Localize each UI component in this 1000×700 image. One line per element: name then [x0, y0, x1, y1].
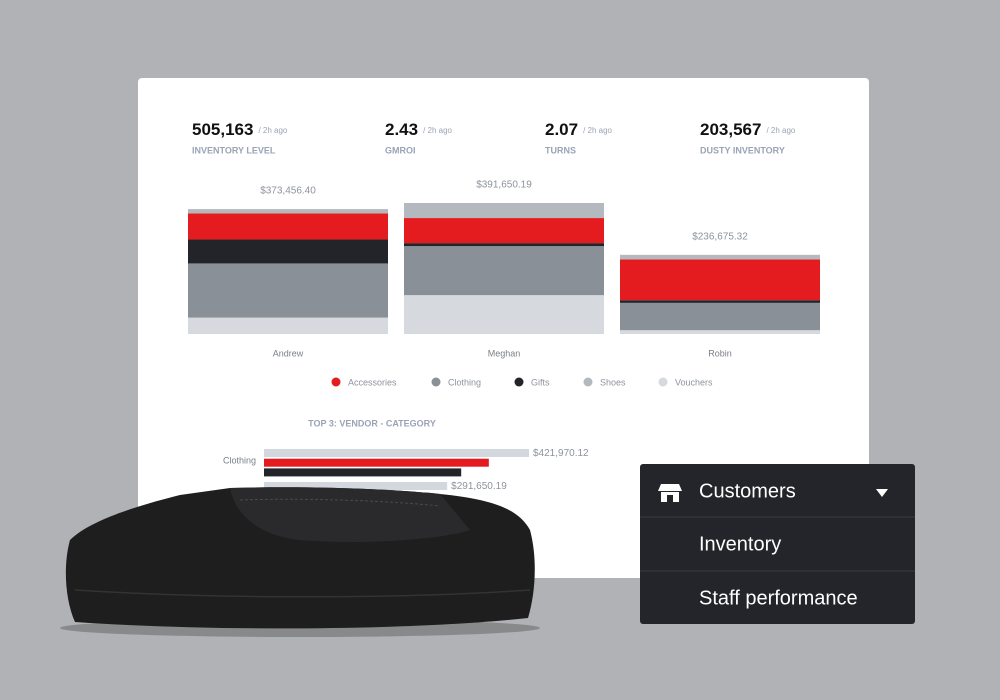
- menu-item[interactable]: Inventory: [699, 533, 781, 555]
- bar-segment: [188, 239, 388, 264]
- jeans-pocket: [230, 487, 470, 542]
- stitching: [239, 498, 441, 507]
- x-tick-label: Robin: [708, 348, 732, 358]
- bar-segment: [188, 317, 388, 334]
- bar-segment: [404, 295, 604, 334]
- kpi-sub: / 2h ago: [766, 126, 795, 135]
- bar-segment: [620, 254, 820, 260]
- kpi: 505,163 / 2h ago: [192, 120, 288, 139]
- kpi-value: 203,567: [700, 120, 761, 139]
- x-tick-label: Meghan: [488, 348, 521, 358]
- kpi-sub: / 2h ago: [258, 126, 287, 135]
- value-label: $421,970.12: [533, 448, 589, 459]
- menu-item[interactable]: Customers: [699, 480, 796, 502]
- kpi-label: DUSTY INVENTORY: [700, 145, 785, 155]
- total-label: $236,675.32: [692, 231, 748, 242]
- kpi: 203,567 / 2h ago: [700, 120, 796, 139]
- value-label: $291,650.19: [451, 481, 507, 492]
- bar-segment: [620, 259, 820, 301]
- chart-title: TOP 3: VENDOR - CATEGORY: [308, 418, 436, 428]
- menu-item[interactable]: Staff performance: [699, 587, 858, 609]
- kpi-value: 2.07: [545, 120, 578, 139]
- kpi-sub: / 2h ago: [423, 126, 452, 135]
- bar-segment: [188, 209, 388, 214]
- bar: [264, 482, 448, 490]
- kpi-label: GMROI: [385, 145, 416, 155]
- legend-swatch: [331, 377, 341, 387]
- dropdown-caret[interactable]: [876, 489, 888, 497]
- bar: [264, 449, 529, 457]
- kpi: 2.43 / 2h ago: [385, 120, 453, 139]
- legend-label: Gifts: [531, 377, 550, 387]
- legend-label: Accessories: [348, 377, 397, 387]
- legend-swatch: [658, 377, 668, 387]
- bar-segment: [620, 302, 820, 331]
- legend-label: Shoes: [600, 377, 626, 387]
- bar-segment: [188, 263, 388, 318]
- x-tick-label: Andrew: [273, 348, 304, 358]
- menu-panel: [640, 464, 915, 624]
- menu: Customers Inventory Staff performance: [640, 464, 915, 624]
- bar-segment: [620, 300, 820, 303]
- y-tick-label: Clothing: [223, 455, 256, 465]
- bar-segment: [404, 246, 604, 296]
- legend-label: Clothing: [448, 377, 481, 387]
- kpi-value: 505,163: [192, 120, 253, 139]
- kpi-label: TURNS: [545, 145, 576, 155]
- bar-segment: [620, 330, 820, 334]
- kpi-value: 2.43: [385, 120, 418, 139]
- bar-segment: [404, 203, 604, 219]
- kpi: 2.07 / 2h ago: [545, 120, 613, 139]
- bar: [264, 468, 462, 477]
- charts: TOP 3: VENDOR - CATEGORY $373,456.40 Andr…: [188, 180, 820, 543]
- bar-segment: [404, 218, 604, 244]
- total-label: $373,456.40: [260, 186, 316, 197]
- bar: [264, 458, 489, 467]
- bar-segment: [404, 243, 604, 247]
- store-icon: [658, 484, 682, 502]
- fold: [74, 589, 531, 598]
- kpis: 505,163 / 2h ago INVENTORY LEVEL 2.43 / 2h…: [192, 120, 796, 155]
- legend-swatch: [583, 377, 593, 387]
- kpi-label: INVENTORY LEVEL: [192, 145, 276, 155]
- total-label: $391,650.19: [476, 180, 532, 191]
- legend-swatch: [514, 377, 524, 387]
- bar-segment: [188, 213, 388, 240]
- legend-swatch: [431, 377, 441, 387]
- kpi-sub: / 2h ago: [583, 126, 612, 135]
- jeans-photo: [60, 487, 540, 637]
- legend-label: Vouchers: [675, 377, 713, 387]
